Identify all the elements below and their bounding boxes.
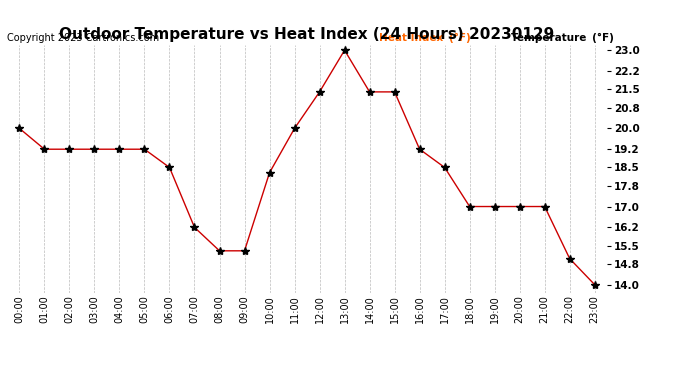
- Text: Temperature  (°F): Temperature (°F): [511, 33, 614, 42]
- Text: Copyright 2023 Cartronics.com: Copyright 2023 Cartronics.com: [7, 33, 159, 42]
- Text: Heat Index  (°F): Heat Index (°F): [379, 33, 471, 42]
- Title: Outdoor Temperature vs Heat Index (24 Hours) 20230129: Outdoor Temperature vs Heat Index (24 Ho…: [59, 27, 555, 42]
